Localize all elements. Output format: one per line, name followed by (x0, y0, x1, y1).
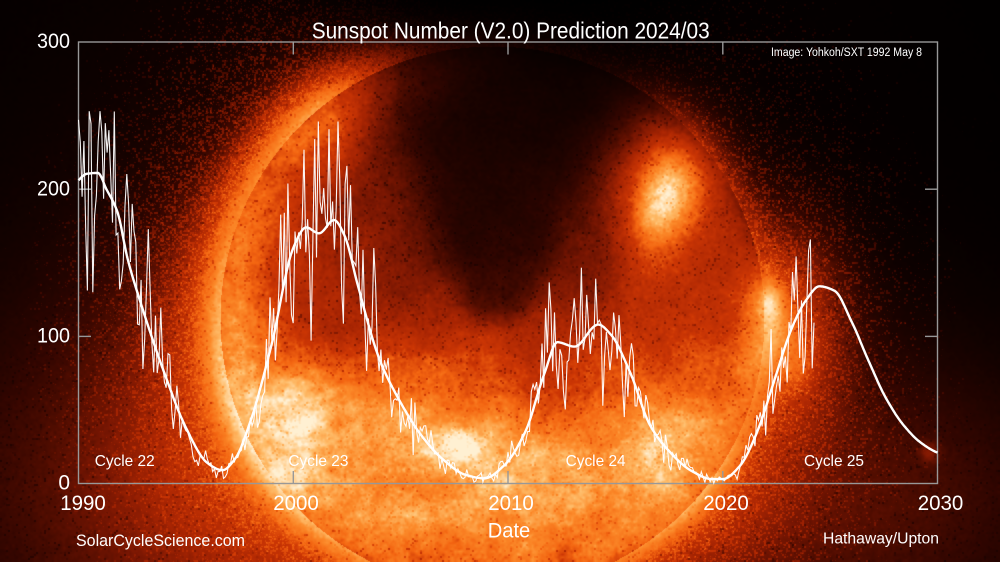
svg-text:2020: 2020 (703, 492, 749, 515)
svg-text:2010: 2010 (488, 492, 534, 515)
svg-text:Hathaway/Upton: Hathaway/Upton (823, 531, 939, 548)
svg-text:Date: Date (488, 520, 531, 543)
svg-text:Sunspot Number (V2.0) Predicti: Sunspot Number (V2.0) Prediction 2024/03 (312, 18, 710, 44)
svg-text:100: 100 (37, 325, 70, 348)
svg-text:2030: 2030 (918, 492, 964, 515)
svg-text:Cycle 24: Cycle 24 (566, 453, 626, 470)
svg-text:Image: Yohkoh/SXT 1992 May 8: Image: Yohkoh/SXT 1992 May 8 (771, 47, 922, 59)
svg-text:Cycle 23: Cycle 23 (288, 453, 348, 470)
svg-text:300: 300 (37, 30, 70, 53)
svg-text:1990: 1990 (60, 492, 106, 515)
svg-text:200: 200 (37, 178, 70, 201)
svg-text:Cycle 22: Cycle 22 (95, 453, 155, 470)
svg-text:Cycle 25: Cycle 25 (804, 453, 864, 470)
svg-text:0: 0 (58, 472, 70, 495)
svg-text:2000: 2000 (273, 492, 319, 515)
svg-text:SolarCycleScience.com: SolarCycleScience.com (76, 532, 245, 550)
